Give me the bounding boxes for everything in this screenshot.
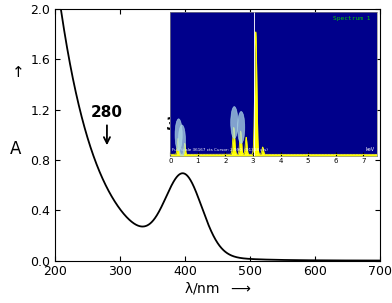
- X-axis label: λ/nm  $\longrightarrow$: λ/nm $\longrightarrow$: [183, 280, 252, 296]
- Text: $\uparrow$: $\uparrow$: [9, 65, 23, 79]
- Text: 398: 398: [166, 115, 201, 153]
- Text: 280: 280: [91, 105, 123, 143]
- Text: A: A: [10, 140, 22, 158]
